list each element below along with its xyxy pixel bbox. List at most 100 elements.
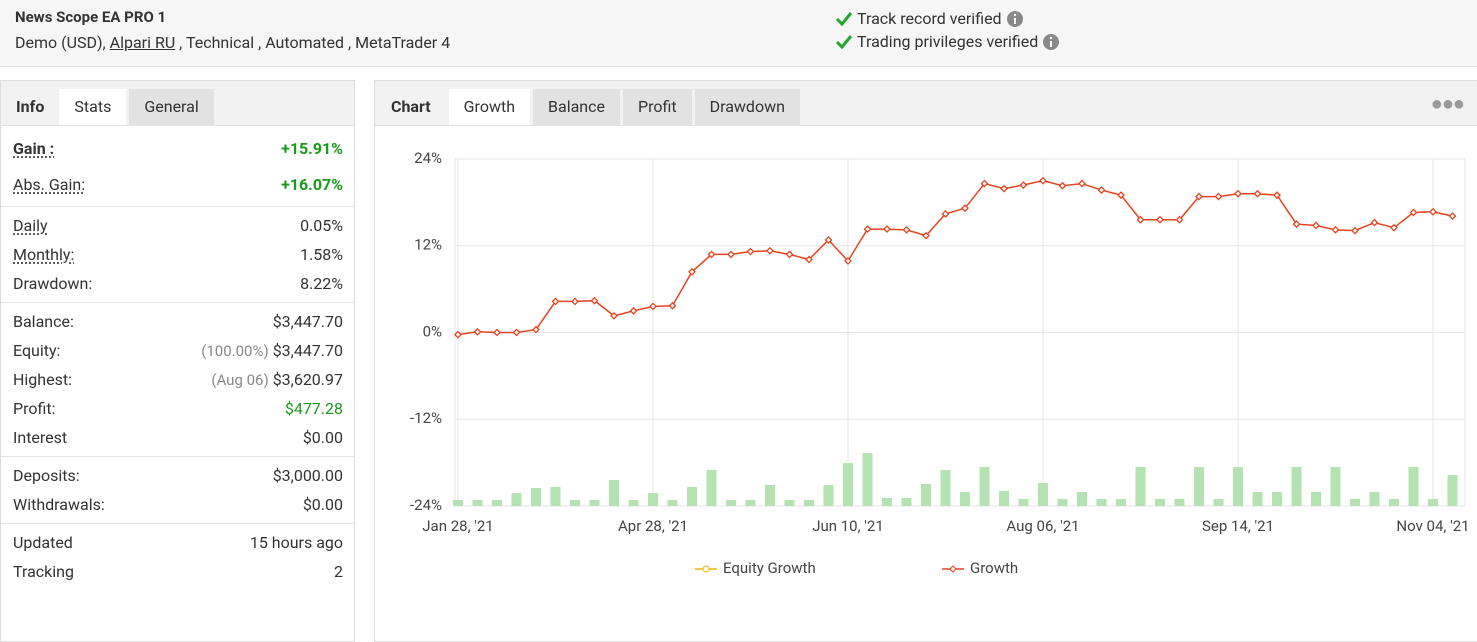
stat-value-box: +16.07% (281, 175, 343, 194)
point (824, 236, 833, 244)
stat-label[interactable]: Abs. Gain: (13, 174, 86, 194)
bar (862, 453, 873, 506)
bar (1057, 499, 1068, 506)
point (922, 231, 930, 240)
verified-text: Trading privileges verified (857, 32, 1039, 51)
bar (1447, 475, 1458, 506)
tab[interactable]: Stats (59, 89, 127, 125)
point (493, 328, 501, 337)
point (1448, 212, 1457, 221)
stats-group: Gain : +15.91% Abs. Gain: +16.07% (1, 126, 354, 207)
bar (1194, 467, 1204, 506)
bar (570, 500, 580, 506)
info-icon[interactable] (1006, 10, 1024, 28)
bar (1350, 499, 1360, 506)
legend-marker (949, 565, 957, 573)
point (1097, 186, 1106, 195)
bar (940, 470, 951, 506)
point (980, 179, 989, 188)
point (1234, 189, 1242, 198)
verified-row: Trading privileges verified (835, 32, 1060, 51)
point (532, 325, 540, 334)
stat-value: $3,000.00 (272, 466, 343, 485)
stat-value-box: (100.00%) $3,447.70 (201, 341, 343, 360)
bar (1018, 499, 1029, 506)
bar (960, 492, 970, 506)
point (512, 328, 521, 337)
bar (706, 470, 717, 506)
tab[interactable]: Drawdown (694, 89, 800, 125)
stat-label[interactable]: Gain : (13, 138, 55, 158)
bar (1311, 492, 1321, 506)
stat-value: 1.58% (300, 245, 343, 264)
stat-label: Highest: (13, 370, 72, 389)
tab[interactable]: Info (16, 97, 45, 116)
stat-value: $0.00 (302, 428, 343, 447)
bar (1174, 499, 1185, 506)
stat-value-box: $0.00 (303, 495, 343, 514)
bar (550, 487, 561, 506)
stat-value: 0.05% (300, 216, 343, 235)
bar (1116, 499, 1126, 506)
stat-label: Interest (13, 428, 68, 447)
stats-list: Gain : +15.91% Abs. Gain: +16.07% Daily 0.05%… (1, 126, 354, 590)
info-icon[interactable] (1042, 33, 1060, 51)
stat-label: Withdrawals: (13, 495, 105, 514)
stats-row: Withdrawals: $0.00 (1, 490, 354, 519)
stat-label: Deposits: (13, 466, 80, 485)
point (1058, 181, 1067, 190)
bar (628, 500, 639, 506)
tab[interactable]: Chart (391, 97, 431, 116)
point (902, 225, 911, 234)
point (1312, 221, 1320, 230)
point (1429, 207, 1437, 216)
bar (843, 463, 853, 506)
stat-value-box: $3,000.00 (273, 466, 343, 485)
bar (921, 484, 931, 506)
stat-label: Equity: (13, 341, 61, 360)
bar (765, 485, 775, 506)
bar (823, 485, 834, 506)
y-tick-label: -12% (410, 409, 442, 427)
y-tick-label: 24% (414, 149, 442, 167)
stat-value: $477.28 (284, 399, 343, 418)
stat-value: $3,447.70 (272, 312, 343, 331)
stat-value: $0.00 (302, 495, 343, 514)
stats-panel: Info Stats General Gain : +15.91% Abs. Gain:… (0, 80, 355, 642)
tab[interactable]: Growth (448, 89, 531, 125)
bar (687, 487, 697, 506)
stats-row: Updated 15 hours ago (1, 528, 354, 557)
point (785, 250, 794, 259)
stat-value: +15.91% (281, 138, 343, 158)
tab[interactable]: Profit (622, 89, 692, 125)
stats-row: Profit: $477.28 (1, 394, 354, 423)
tab[interactable]: Balance (533, 89, 620, 125)
point (1351, 226, 1359, 235)
stat-value-box: 2 (334, 562, 343, 581)
stats-row: Balance: $3,447.70 (1, 307, 354, 336)
x-tick-label: Aug 06, '21 (1006, 517, 1079, 535)
bar (1096, 499, 1107, 506)
subtitle: Demo (USD), Alpari RU , Technical , Auto… (15, 33, 450, 52)
stat-label[interactable]: Monthly: (13, 245, 75, 264)
point (629, 306, 638, 315)
stat-note: (100.00%) (201, 342, 269, 360)
point (727, 250, 735, 259)
broker-link[interactable]: Alpari RU (109, 33, 176, 52)
bar (726, 500, 736, 506)
menu-icon[interactable]: ●●● (1430, 91, 1465, 115)
stat-note: (Aug 06) (211, 371, 269, 389)
account-details: , Technical , Automated , MetaTrader 4 (179, 33, 451, 52)
stat-value: $3,447.70 (272, 341, 343, 360)
tab[interactable]: General (129, 89, 214, 125)
y-tick-label: 0% (423, 322, 442, 340)
point (571, 297, 579, 306)
point (688, 267, 696, 276)
bar (589, 500, 600, 506)
header: News Scope EA PRO 1 Demo (USD), Alpari R… (0, 0, 1477, 67)
point (883, 225, 891, 234)
stat-label[interactable]: Daily (13, 216, 48, 235)
stat-label: Drawdown: (13, 274, 93, 293)
bar (1077, 492, 1087, 506)
